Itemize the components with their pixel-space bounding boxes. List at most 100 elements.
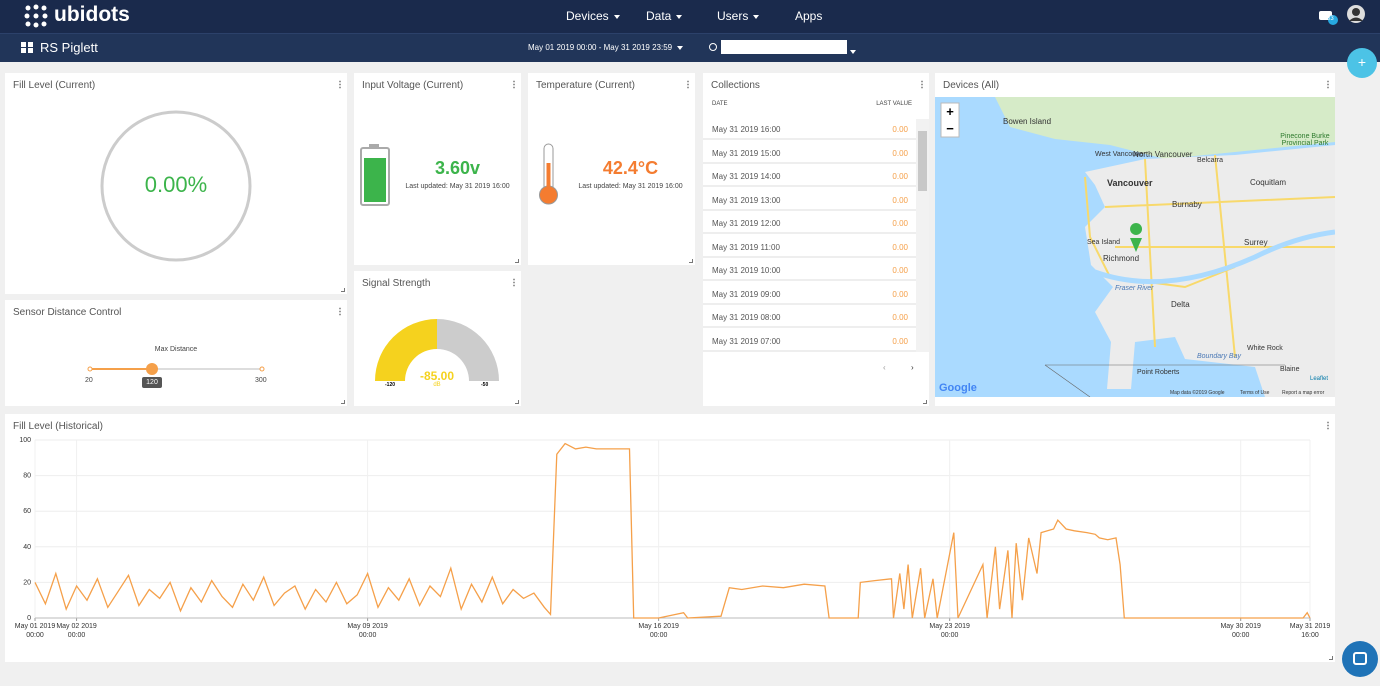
table-row: May 31 2019 07:00 0.00 <box>703 330 916 352</box>
thermometer-icon <box>539 143 558 205</box>
row-date: May 31 2019 12:00 <box>712 219 781 228</box>
map-attribution[interactable]: Leaflet <box>1310 376 1329 382</box>
y-tick-label: 80 <box>23 473 31 480</box>
row-value: 0.00 <box>892 172 908 181</box>
map-label: Belcarra <box>1197 157 1224 164</box>
map-label: West Vancouver <box>1095 151 1146 158</box>
row-date: May 31 2019 13:00 <box>712 195 781 205</box>
widget-title: Fill Level (Current) <box>13 80 96 91</box>
map-label: Vancouver <box>1107 178 1153 188</box>
widget: Input Voltage (Current) 3.60v Last updat… <box>354 73 521 265</box>
notifications[interactable] <box>1318 7 1340 27</box>
map[interactable]: +− <box>935 97 1335 397</box>
row-date: May 31 2019 16:00 <box>712 125 781 134</box>
map-label: Coquitlam <box>1250 178 1287 187</box>
row-value: 0.00 <box>892 336 908 346</box>
map-label: Delta <box>1171 300 1190 309</box>
x-tick-label: May 09 2019 00:00 <box>347 623 388 639</box>
row-value: 0.00 <box>892 195 908 205</box>
map-label: Burnaby <box>1172 200 1202 209</box>
slider[interactable] <box>5 300 347 406</box>
map-attribution[interactable]: Report a map error <box>1282 390 1325 396</box>
table-row: May 31 2019 14:00 0.00 <box>703 165 916 187</box>
map-label: Richmond <box>1103 254 1140 263</box>
table-row: May 31 2019 08:00 0.00 <box>703 306 916 328</box>
resize <box>1329 656 1333 660</box>
widget-title: Sensor Distance Control <box>13 307 122 318</box>
resize <box>341 400 345 404</box>
map-label: Blaine <box>1280 366 1300 373</box>
table-row: May 31 2019 15:00 0.00 <box>703 142 916 164</box>
menu-item[interactable]: Data <box>646 9 682 23</box>
row-date: May 31 2019 15:00 <box>712 148 781 158</box>
signal-gauge <box>375 319 499 381</box>
gauge-unit: dB <box>433 382 441 388</box>
menu-dots[interactable] <box>339 307 341 316</box>
table-row: May 31 2019 10:00 0.00 <box>703 259 916 281</box>
gauge-min: -120 <box>385 382 396 388</box>
voltage-value: 3.60v <box>434 158 481 178</box>
dashboard-name: RS Piglett <box>40 40 98 55</box>
avatar[interactable] <box>1347 5 1365 23</box>
row-value: 0.00 <box>892 219 908 228</box>
widget-title: Temperature (Current) <box>536 80 635 91</box>
fill-gauge <box>100 110 252 262</box>
device-select[interactable] <box>721 40 847 54</box>
resize <box>341 288 345 292</box>
map-label: Bowen Island <box>1003 117 1052 126</box>
menu-dots[interactable] <box>687 80 689 89</box>
prev-page[interactable]: ‹ <box>883 363 886 372</box>
scrollbar[interactable] <box>916 119 929 352</box>
x-tick-label: May 02 2019 00:00 <box>56 623 97 639</box>
slider-min: 20 <box>85 377 93 384</box>
row-date: May 31 2019 10:00 <box>712 266 781 275</box>
grid-icon <box>21 42 33 53</box>
menu-dots[interactable] <box>513 278 515 287</box>
row-date: May 31 2019 08:00 <box>712 313 781 322</box>
widget: Signal Strength -120 -50 -85.00 dB <box>354 271 521 406</box>
x-tick-label: May 16 2019 00:00 <box>638 623 679 639</box>
x-tick-label: May 23 2019 00:00 <box>929 623 970 639</box>
resize <box>689 259 693 263</box>
map-label: Pinecone Burke Provincial Park <box>1280 133 1330 147</box>
menu-dots[interactable] <box>921 80 923 89</box>
map-label: Fraser River <box>1115 285 1154 292</box>
column-header: LAST VALUE <box>876 101 912 107</box>
table-row: May 31 2019 11:00 0.00 <box>703 236 916 258</box>
menu-dots[interactable] <box>1327 421 1329 430</box>
widget: Temperature (Current) 42.4°C Last update… <box>528 73 695 265</box>
svg-text:+: + <box>946 104 954 119</box>
table-row: May 31 2019 16:00 0.00 <box>703 118 916 140</box>
line-chart: 0 20 40 60 80 100 <box>19 437 1311 622</box>
widget: Sensor Distance Control Max Distance 20 … <box>5 300 347 406</box>
last-updated: Last updated: May 31 2019 16:00 <box>578 183 683 190</box>
add-widget-button[interactable]: + <box>1347 48 1377 78</box>
x-tick-label: May 31 2019 16:00 <box>1289 623 1331 639</box>
gauge-max: -50 <box>481 382 489 388</box>
row-date: May 31 2019 14:00 <box>712 172 781 181</box>
menu-dots[interactable] <box>513 80 515 89</box>
menu-item[interactable]: Devices <box>566 9 620 23</box>
map-label: North Vancouver <box>1133 150 1193 159</box>
date-range[interactable]: May 01 2019 00:00 - May 31 2019 23:59 <box>528 43 683 52</box>
menu-dots[interactable] <box>1327 80 1329 89</box>
menu-dots[interactable] <box>339 80 341 89</box>
next-page[interactable]: › <box>911 363 914 372</box>
widget-title: Collections <box>711 80 760 91</box>
select-caret[interactable] <box>845 43 853 51</box>
y-tick-label: 100 <box>19 437 31 444</box>
last-updated: Last updated: May 31 2019 16:00 <box>405 183 510 190</box>
svg-text:−: − <box>946 121 954 136</box>
map-label: Sea Island <box>1087 239 1121 246</box>
menu-item[interactable]: Users <box>717 9 759 23</box>
battery-icon <box>360 144 390 206</box>
row-value: 0.00 <box>892 313 908 322</box>
resize <box>515 259 519 263</box>
slider-label: Max Distance <box>154 346 198 353</box>
map-attribution[interactable]: Terms of Use <box>1240 390 1270 396</box>
map-label: Point Roberts <box>1137 369 1180 376</box>
widget-title: Fill Level (Historical) <box>13 421 104 432</box>
menu-item[interactable]: Apps <box>795 9 823 23</box>
chat-button[interactable] <box>1342 641 1378 677</box>
